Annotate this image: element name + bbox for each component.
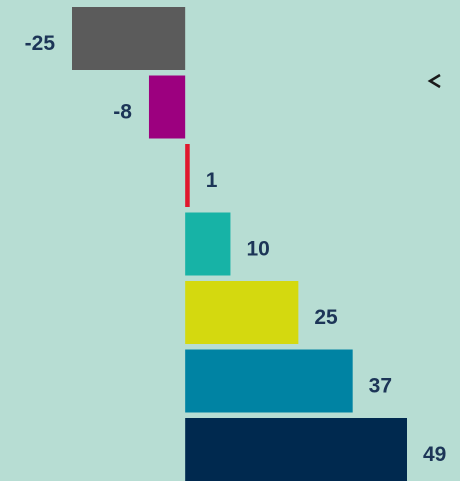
data-label: 37 — [369, 375, 392, 398]
bar — [72, 7, 186, 70]
bar — [148, 75, 186, 139]
data-label: -25 — [25, 32, 56, 55]
bar — [185, 281, 299, 344]
data-label: 25 — [314, 306, 338, 329]
data-label: 49 — [423, 443, 446, 466]
bar — [185, 418, 407, 481]
data-label: 10 — [246, 238, 269, 261]
data-label: 1 — [206, 169, 218, 192]
bar — [185, 349, 353, 413]
bar — [185, 212, 231, 276]
cursor-mark — [427, 73, 441, 89]
data-label: -8 — [113, 101, 132, 124]
bar — [185, 144, 190, 207]
